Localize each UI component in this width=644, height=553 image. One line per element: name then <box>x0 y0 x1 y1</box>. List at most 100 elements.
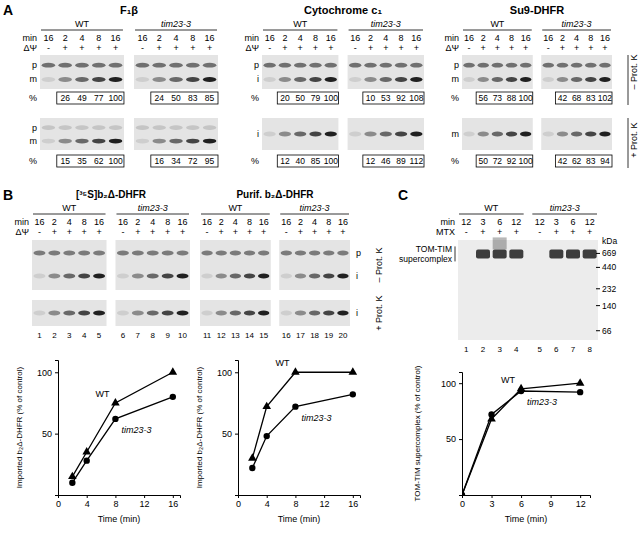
gel-lane-area <box>200 240 271 290</box>
lane-number: 7 <box>571 345 576 354</box>
lane-potential: + <box>157 43 162 53</box>
gel-band <box>58 63 71 68</box>
gel-band <box>585 63 596 68</box>
y-tick: 100 <box>37 368 58 378</box>
lane-time: 16 <box>326 33 336 43</box>
pct-label: % <box>29 93 37 103</box>
group-rule <box>349 30 423 31</box>
gel-band <box>463 63 474 68</box>
lane-time: 16 <box>94 217 104 227</box>
lane-potential: + <box>180 227 185 237</box>
y-axis-line <box>55 361 59 496</box>
gel-band <box>109 77 122 82</box>
gel-band <box>520 77 531 82</box>
lane-potential: - <box>268 43 271 53</box>
band-label: i <box>257 129 259 139</box>
gel-band <box>294 63 306 68</box>
lane-time: 16 <box>281 217 291 227</box>
lane-time: 2 <box>135 217 140 227</box>
gel-block: [³⁵S]b₂Δ-DHFRWTtim23-3minΔΨ1624816162481… <box>14 189 190 340</box>
gel-band <box>337 274 348 279</box>
gel-band <box>78 311 90 316</box>
gel-band <box>295 251 306 256</box>
series-marker <box>350 391 356 397</box>
lane-potential: + <box>481 43 486 53</box>
panel-letter: C <box>398 187 408 203</box>
x-tick-label: 12 <box>576 499 586 509</box>
lane-time: 2 <box>63 33 68 43</box>
marker-label: 232 <box>602 284 616 294</box>
series-name: WT <box>501 375 515 385</box>
marker-label: 66 <box>602 326 612 336</box>
kda-label: kDa <box>602 236 617 246</box>
lane-potential: + <box>113 43 118 53</box>
lane-potential: - <box>285 227 288 237</box>
lane-potential: + <box>326 227 331 237</box>
side-bracket <box>628 55 629 105</box>
lane-time: 6 <box>570 217 575 227</box>
gel-band <box>169 139 182 144</box>
x-axis-line <box>59 496 181 499</box>
gel-band <box>153 125 166 130</box>
row-label: min <box>22 33 37 43</box>
gel-band <box>186 139 199 144</box>
y-axis-title: Imported b₂Δ-DHFR (% of control) <box>195 366 204 488</box>
gel-lane-area <box>134 55 218 89</box>
line-chart: 048121650100Time (min)Imported b₂Δ-DHFR … <box>195 358 361 524</box>
pct-label: % <box>451 156 459 166</box>
gel-band <box>58 139 71 144</box>
pct-value: 56 <box>478 93 488 103</box>
pct-value: 100 <box>108 93 122 103</box>
gel-band <box>279 63 291 68</box>
x-tick-mark <box>324 495 325 498</box>
gel-band <box>309 132 321 137</box>
pct-label: % <box>451 93 459 103</box>
lane-number: 3 <box>497 345 502 354</box>
gel-band <box>557 63 568 68</box>
pct-value: 79 <box>311 93 321 103</box>
gel-lane-area <box>348 55 424 89</box>
gel-band <box>153 77 166 82</box>
complex-label: TOM-TIM <box>416 244 452 254</box>
x-tick-mark <box>353 495 354 498</box>
lane-time: 8 <box>82 217 87 227</box>
pct-value: 85 <box>205 93 215 103</box>
gel-band <box>349 77 361 82</box>
lane-time: 4 <box>495 33 500 43</box>
x-tick-label: 0 <box>236 499 241 509</box>
x-tick-label: 4 <box>265 499 270 509</box>
x-tick: 12 <box>320 495 330 509</box>
lane-time: 4 <box>79 33 84 43</box>
group-label: WT <box>62 203 76 213</box>
x-axis: 0481216 <box>236 495 361 509</box>
pct-value: 42 <box>558 156 568 166</box>
lane-potential: - <box>38 227 41 237</box>
group-rule <box>463 30 532 31</box>
y-axis: 50100 <box>37 361 59 496</box>
y-tick-label: 100 <box>37 368 52 378</box>
lane-time: 2 <box>157 33 162 43</box>
gel-band <box>93 251 105 256</box>
gel-lane-area <box>134 118 218 150</box>
gel-band <box>244 311 255 316</box>
lane-time: 8 <box>247 217 252 227</box>
lane-time: 16 <box>34 217 44 227</box>
marker-label: 440 <box>602 262 616 272</box>
gel-band <box>162 251 174 256</box>
gel-band <box>78 274 90 279</box>
pct-value: 50 <box>171 93 181 103</box>
pct-value: 53 <box>381 93 391 103</box>
x-tick: 12 <box>140 495 150 509</box>
figure: AF₁βWTtim23-3minΔΨ16248161624816-++++-++… <box>0 0 644 553</box>
gel-band <box>33 251 45 256</box>
gel-band <box>571 77 582 82</box>
lane-potential: - <box>47 43 50 53</box>
x-tick-label: 12 <box>320 499 330 509</box>
marker-label: 140 <box>602 301 616 311</box>
lane-potential: + <box>219 227 224 237</box>
row-label: min <box>14 217 29 227</box>
gel-lane-area <box>541 55 612 89</box>
pct-value: 34 <box>171 156 181 166</box>
y-axis-title: Imported b₂Δ-DHFR (% of control) <box>15 366 24 488</box>
x-tick-mark <box>87 495 88 498</box>
